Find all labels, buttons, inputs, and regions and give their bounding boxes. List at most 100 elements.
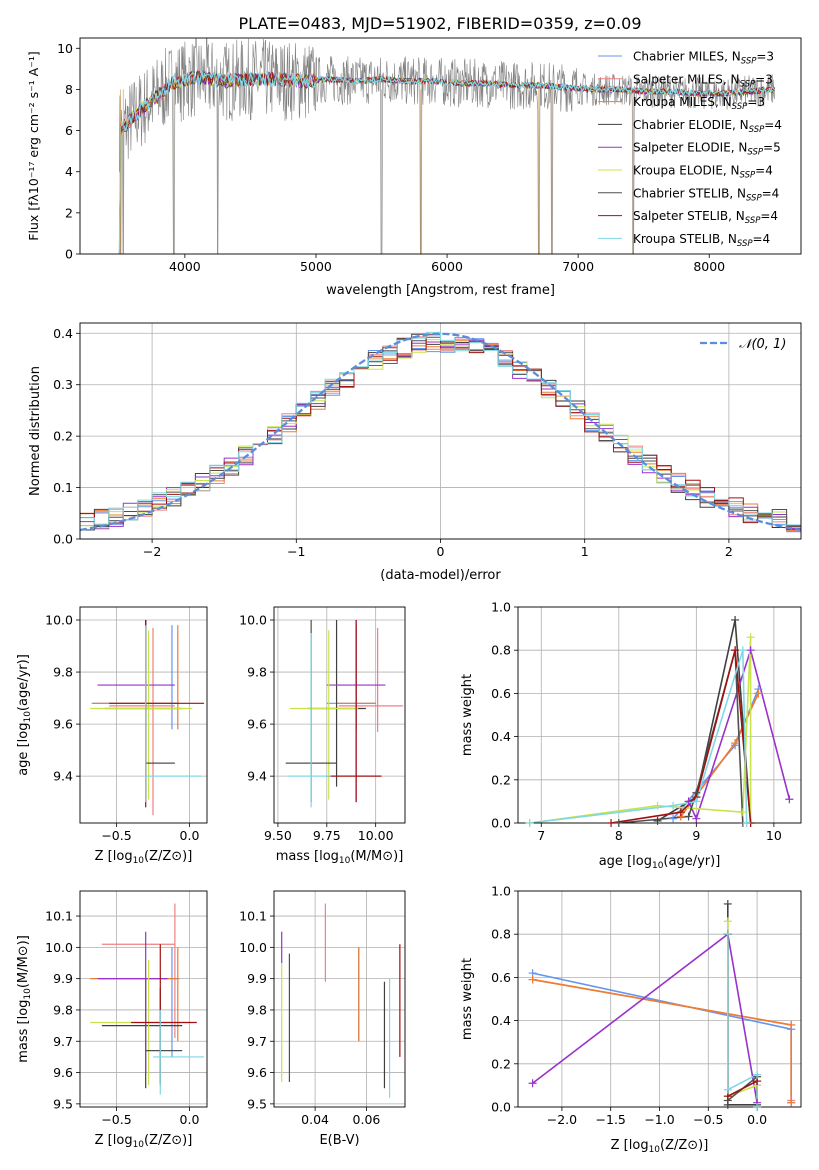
y-tick-label: 10: [57, 41, 73, 56]
y-axis-label: Flux [fλ10⁻¹⁷ erg cm⁻² s⁻¹ A⁻¹]: [26, 51, 41, 240]
x-tick-label: 2: [725, 544, 733, 559]
x-tick-label: −0.5: [693, 1112, 723, 1127]
y-tick-label: 9.8: [53, 665, 73, 680]
x-axis-label: age [log10(age/yr)]: [599, 854, 721, 871]
mass-weight-marker: [723, 899, 732, 908]
y-tick-label: 0.2: [491, 1056, 511, 1071]
y-tick-label: 9.6: [53, 1065, 73, 1080]
axes-frame: [273, 890, 406, 1108]
mass-weight-marker: [785, 795, 794, 804]
x-axis-label: Z [log10(Z/Z⊙)]: [95, 849, 193, 866]
y-tick-label: 10.1: [45, 909, 73, 924]
legend-entry: Salpeter MILES, NSSP=3: [633, 72, 773, 89]
y-tick-label: 0.6: [491, 686, 511, 701]
mass-weight-line: [532, 932, 758, 1103]
mass-weight-line: [687, 647, 791, 821]
residual-histogram: [80, 331, 801, 534]
mass-weight-marker: [731, 646, 740, 655]
mass-weight-line: [532, 978, 792, 1101]
x-tick-label: 0.0: [747, 1112, 767, 1127]
mass-weight-marker: [692, 814, 701, 823]
mass-weight-marker: [692, 797, 701, 806]
y-tick-label: 10.0: [239, 613, 267, 628]
mass-weight-marker: [742, 819, 751, 827]
chart-age_vs_mass: 9.50 9.75 10.00 9.4 9.6 9.8 10.0 mass [log10(M/…: [239, 606, 406, 866]
y-tick-label: 0.2: [53, 429, 73, 444]
x-tick-label: −1: [287, 544, 305, 559]
mass-weight-marker: [684, 797, 693, 806]
axes-frame: [273, 606, 406, 824]
plot-area: [80, 331, 801, 535]
x-tick-label: 0.0: [180, 828, 200, 843]
y-tick-label: 9.5: [247, 1096, 267, 1111]
y-axis-label: mass weight: [460, 958, 475, 1040]
x-tick-label: 0.0: [180, 1112, 200, 1127]
mass-weight-marker: [607, 819, 616, 827]
mass-weight-marker: [723, 1085, 732, 1094]
axes-frame: [79, 37, 802, 255]
x-tick-label: −1.5: [596, 1112, 626, 1127]
y-tick-label: 1.0: [491, 600, 511, 615]
y-tick-label: 9.4: [53, 769, 73, 784]
chart-massweight_vs_Z: −2.0 −1.5 −1.0 −0.5 0.0 0.0 0.2 0.4 0.6 0.8 1.0 Z […: [460, 884, 802, 1155]
x-tick-label: 6000: [431, 259, 463, 274]
y-tick-label: 0.1: [53, 480, 73, 495]
mass-weight-marker: [684, 812, 693, 821]
plot-area: [285, 620, 404, 808]
x-tick-label: 0: [437, 544, 445, 559]
model-spectrum: [118, 70, 776, 254]
y-tick-label: 9.9: [247, 971, 267, 986]
x-tick-label: 4000: [169, 259, 201, 274]
legend: Chabrier MILES, NSSP=3 Salpeter MILES, NS…: [598, 50, 782, 249]
y-tick-label: 0: [65, 247, 73, 262]
x-tick-label: 1: [581, 544, 589, 559]
x-axis-label: Z [log10(Z/Z⊙)]: [611, 1138, 709, 1155]
x-tick-label: −2.0: [547, 1112, 577, 1127]
y-tick-label: 0.8: [491, 927, 511, 942]
y-tick-label: 10.0: [45, 940, 73, 955]
y-tick-label: 4: [65, 164, 73, 179]
legend-entry: Kroupa ELODIE, NSSP=4: [633, 164, 773, 181]
y-tick-label: 9.7: [247, 1034, 267, 1049]
x-axis-label: (data-model)/error: [380, 568, 501, 583]
x-tick-label: 10: [766, 828, 782, 843]
x-tick-label: −1.0: [644, 1112, 674, 1127]
y-tick-label: 9.6: [247, 1065, 267, 1080]
mass-weight-marker: [738, 646, 747, 655]
mass-weight-marker: [669, 801, 678, 810]
chart-residuals: −2 −1 0 1 2 0.0 0.1 0.2 0.3 0.4 (data-model)/error…: [28, 322, 802, 583]
y-tick-label: 0.0: [491, 1100, 511, 1115]
legend-entry: 𝒩(0, 1): [739, 337, 786, 352]
y-tick-label: 9.5: [53, 1096, 73, 1111]
mass-weight-marker: [753, 1070, 762, 1079]
y-tick-label: 0.6: [491, 970, 511, 985]
x-tick-label: 8000: [693, 259, 725, 274]
mass-weight-line: [657, 619, 752, 823]
plot-area: [90, 620, 205, 816]
x-tick-label: −2: [143, 544, 161, 559]
figure-title: PLATE=0483, MJD=51902, FIBERID=0359, z=0…: [238, 14, 641, 33]
x-tick-label: 9.75: [313, 828, 341, 843]
chart-massweight_vs_age: 7 8 9 10 0.0 0.2 0.4 0.6 0.8 1.0 age [log10(age/yr…: [460, 600, 802, 871]
mass-weight-marker: [614, 819, 623, 827]
mass-weight-marker: [723, 930, 732, 939]
chart-mass_vs_ebv: 0.04 0.06 9.5 9.6 9.7 9.8 9.9 10.0 10.1 E(B-V): [239, 890, 406, 1148]
y-tick-label: 10.0: [239, 940, 267, 955]
y-tick-label: 0.4: [491, 729, 511, 744]
plot-area: [281, 903, 401, 1098]
y-tick-label: 9.8: [53, 1002, 73, 1017]
y-axis-label: mass weight: [460, 674, 475, 756]
mass-weight-marker: [669, 814, 678, 823]
legend-entry: Salpeter ELODIE, NSSP=5: [633, 141, 781, 158]
y-tick-label: 9.9: [53, 971, 73, 986]
mass-weight-marker: [676, 808, 685, 817]
y-tick-label: 9.6: [247, 717, 267, 732]
y-tick-label: 6: [65, 123, 73, 138]
x-tick-label: 5000: [300, 259, 332, 274]
x-tick-label: 7000: [562, 259, 594, 274]
mass-weight-marker: [731, 615, 740, 624]
y-tick-label: 9.8: [247, 1002, 267, 1017]
y-axis-label: mass [log10(M/M⊙)]: [16, 935, 33, 1063]
mass-weight-marker: [731, 739, 740, 748]
